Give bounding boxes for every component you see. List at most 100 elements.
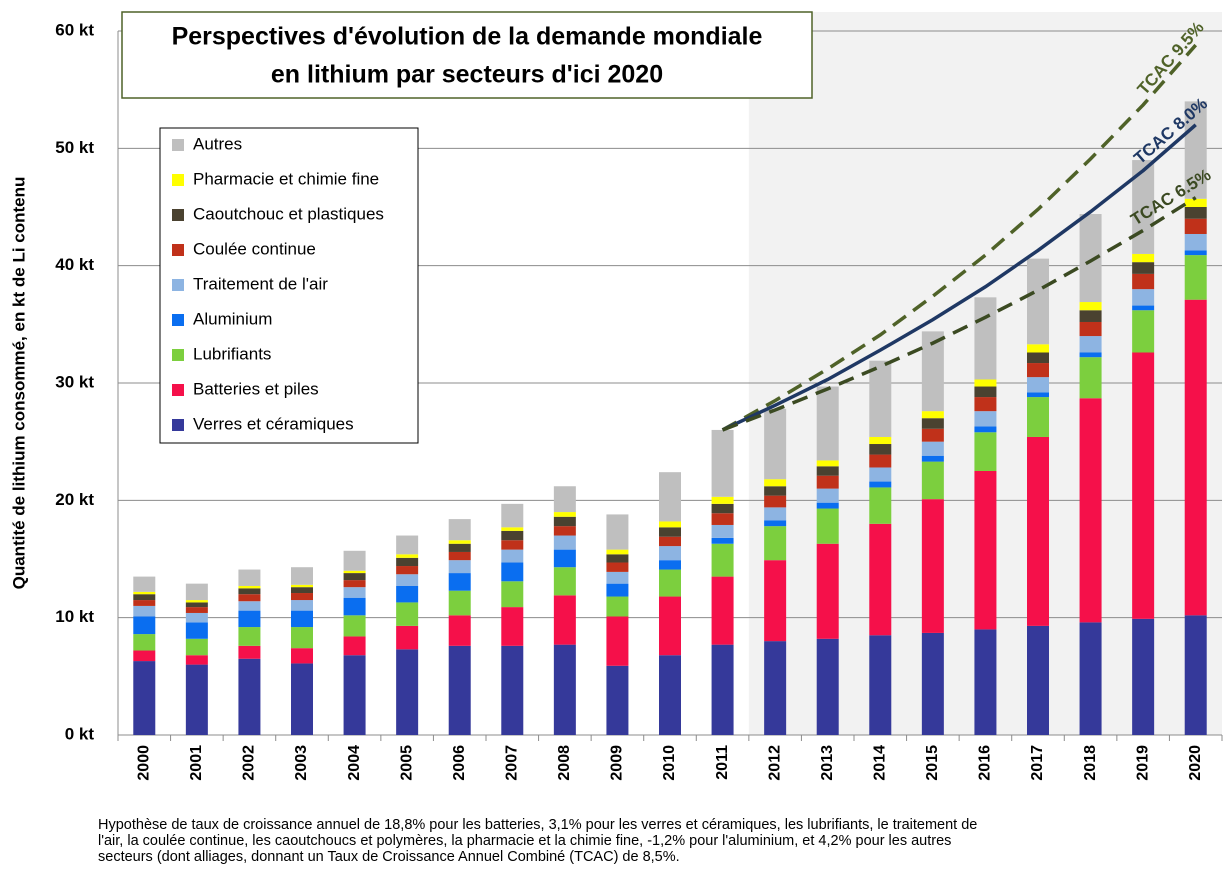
bar-segment <box>921 331 944 412</box>
bar-segment <box>343 570 366 574</box>
bar-segment <box>1184 615 1207 735</box>
bar-segment <box>869 436 892 445</box>
legend-label: Traitement de l'air <box>193 274 328 293</box>
bar-segment <box>1027 352 1049 364</box>
bar-segment <box>343 573 366 581</box>
bar-segment <box>396 535 419 555</box>
bar-segment <box>711 524 734 538</box>
bar-segment <box>501 549 524 563</box>
bar-segment <box>764 486 787 496</box>
legend-label: Caoutchouc et plastiques <box>193 204 384 223</box>
bar-segment <box>291 627 313 649</box>
bar-segment <box>133 616 156 635</box>
bar-segment <box>553 644 576 735</box>
bar-segment <box>501 562 524 582</box>
bar-segment <box>974 297 997 380</box>
bar-segment <box>764 507 787 521</box>
legend-label: Pharmacie et chimie fine <box>193 169 379 188</box>
bar-segment <box>133 661 156 735</box>
bar-segment <box>185 602 208 608</box>
bar-segment <box>185 607 208 613</box>
bar-segment <box>659 546 681 561</box>
bar-segment <box>501 607 524 646</box>
bar-segment <box>764 520 787 527</box>
bar-segment <box>185 600 208 603</box>
y-tick-label: 10 kt <box>55 607 94 626</box>
bar-segment <box>869 454 892 468</box>
bar-segment <box>396 554 419 558</box>
bar-segment <box>816 638 839 735</box>
bar-segment <box>659 521 681 528</box>
x-tick-label: 2002 <box>241 745 258 781</box>
bar-segment <box>974 426 997 433</box>
bar-segment <box>1132 289 1155 306</box>
bar-segment <box>1027 258 1049 345</box>
bar-segment <box>921 411 944 419</box>
bar-segment <box>1027 392 1049 398</box>
bar-segment <box>291 600 313 611</box>
bar-segment <box>1184 218 1207 234</box>
bar-segment <box>448 560 471 574</box>
bar-segment <box>396 602 419 626</box>
bar-segment <box>711 503 734 514</box>
bar-segment <box>238 645 261 659</box>
bar-segment <box>133 600 156 606</box>
bar-segment <box>869 523 892 636</box>
bar-segment <box>343 615 366 637</box>
bar-segment <box>711 513 734 525</box>
bar-segment <box>291 593 313 601</box>
bar-segment <box>238 610 261 628</box>
bar-segment <box>185 583 208 601</box>
bar-segment <box>185 638 208 656</box>
bar-segment <box>974 386 997 398</box>
trend-line <box>721 123 1197 432</box>
bar-segment <box>974 397 997 412</box>
bar-segment <box>291 663 313 735</box>
bar-segment <box>291 648 313 664</box>
bar-segment <box>606 514 629 550</box>
legend-label: Batteries et piles <box>193 379 319 398</box>
bar-segment <box>185 612 208 623</box>
bar-segment <box>291 584 313 588</box>
bar-segment <box>816 386 839 461</box>
bar-segment <box>1079 398 1102 623</box>
bar-segment <box>1132 262 1155 274</box>
x-tick-label: 2011 <box>714 745 731 780</box>
bar-segment <box>343 597 366 616</box>
bar-segment <box>816 543 839 639</box>
bar-segment <box>553 516 576 527</box>
bar-segment <box>869 444 892 455</box>
bar-segment <box>553 512 576 517</box>
bar-segment <box>921 428 944 442</box>
bar-segment <box>764 495 787 508</box>
bar-segment <box>553 549 576 568</box>
bar-segment <box>448 615 471 646</box>
x-tick-label: 2013 <box>819 745 836 781</box>
bar-segment <box>1184 198 1207 207</box>
bar-segment <box>1079 310 1102 322</box>
legend-swatch <box>172 384 184 396</box>
bar-segment <box>133 605 156 617</box>
bar-segment <box>764 479 787 487</box>
bar-segment <box>816 488 839 503</box>
bar-segment <box>1027 344 1049 353</box>
bar-segment <box>606 616 629 666</box>
bar-segment <box>238 585 261 589</box>
bar-segment <box>764 560 787 642</box>
bar-segment <box>448 519 471 541</box>
bar-segment <box>606 549 629 555</box>
bar-segment <box>816 460 839 467</box>
bar-segment <box>869 481 892 488</box>
bar-segment <box>343 655 366 735</box>
bar-segment <box>974 471 997 630</box>
bar-segment <box>764 408 787 480</box>
bar-segment <box>711 543 734 577</box>
bar-segment <box>606 554 629 563</box>
bar-segment <box>133 591 156 595</box>
bar-segment <box>291 587 313 594</box>
x-tick-label: 2017 <box>1029 745 1046 781</box>
bar-segment <box>396 585 419 603</box>
bar-segment <box>1079 302 1102 311</box>
y-tick-label: 50 kt <box>55 138 94 157</box>
